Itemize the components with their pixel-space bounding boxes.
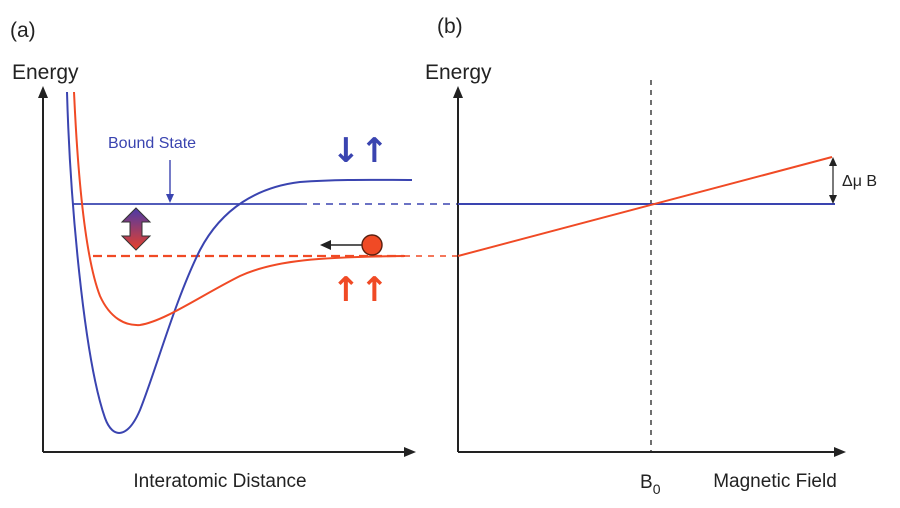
atom-circle [361,234,383,256]
bound-state-pointer [166,160,174,203]
spin-bound-arrows: ↓↑ [332,131,389,171]
panel-a-y-axis-arrowhead [38,86,48,98]
open-channel-energy-line [457,156,833,257]
panel-a-y-axis-label: Energy [12,61,79,84]
panel-a-x-axis-label: Interatomic Distance [133,471,306,492]
panel-a-x-axis-arrowhead [404,447,416,457]
open-channel-potential [73,91,406,327]
panel-b-y-axis-arrowhead [453,86,463,98]
panel-b-tag: (b) [437,15,463,38]
panel-a-axes [38,86,416,457]
b0-label-subscript: 0 [653,481,661,497]
b0-label: B0 [640,472,661,497]
panel-b-axes [453,86,846,457]
coupling-double-arrow [120,207,152,251]
bound-state-label: Bound State [108,135,196,152]
panel-b-x-axis-arrowhead [834,447,846,457]
incoming-atom [320,234,383,256]
panel-a: (a) Energy Bound State [10,19,458,492]
delta-mu-b-label: Δμ B [842,173,877,190]
panel-b-x-axis-label: Magnetic Field [713,471,837,492]
panel-a-tag: (a) [10,19,36,42]
closed-channel-potential [66,91,413,434]
spin-open-arrows: ↑↑ [332,270,389,310]
delta-mu-b-bracket [829,157,837,204]
panel-b-y-axis-label: Energy [425,61,492,84]
panel-b: (b) Energy Δμ B B0 Magnetic Field [425,15,877,497]
b0-label-main: B [640,472,653,493]
